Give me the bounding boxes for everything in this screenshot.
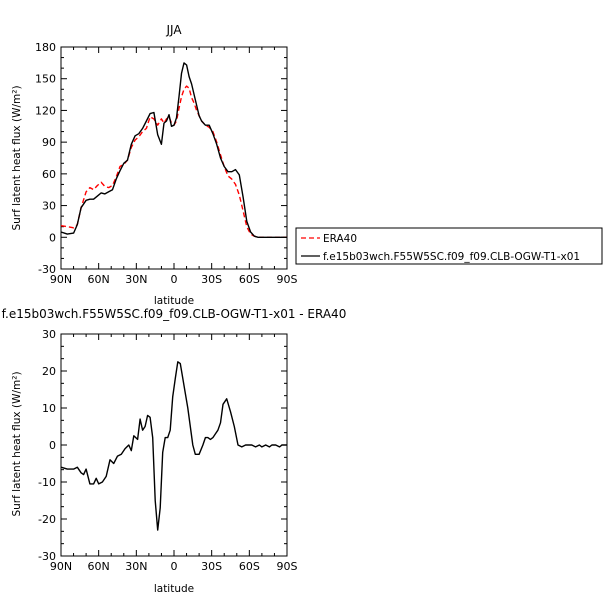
bottom-x-tick-label: 30N	[125, 560, 147, 573]
bottom-x-axis-label: latitude	[154, 583, 194, 595]
top-series-line-era40	[60, 85, 287, 239]
top-y-tick-label: 90	[42, 136, 56, 149]
top-x-tick-label: 30S	[201, 273, 222, 286]
bottom-x-tick-label: 60S	[239, 560, 260, 573]
bottom-panel: f.e15b03wch.F55W5SC.f09_f09.CLB-OGW-T1-x…	[2, 307, 347, 595]
top-x-tick-label: 0	[171, 273, 178, 286]
bottom-x-tick-label: 90N	[50, 560, 72, 573]
bottom-y-tick-label: 0	[49, 439, 56, 452]
top-axes: -30 0 30 60 90 120 150 180 90N 60N 30N 0 30S 60S 90S	[35, 41, 298, 286]
top-x-axis-label: latitude	[154, 295, 194, 307]
bottom-y-tick-label: -20	[38, 513, 56, 526]
bottom-x-tick-label: 30S	[201, 560, 222, 573]
top-y-axis-label: Surf latent heat flux (W/m²)	[11, 85, 23, 230]
legend-label-model: f.e15b03wch.F55W5SC.f09_f09.CLB-OGW-T1-x…	[323, 251, 580, 263]
top-y-tick-label: 150	[35, 73, 56, 86]
top-series-lines	[60, 62, 287, 239]
bottom-title: f.e15b03wch.F55W5SC.f09_f09.CLB-OGW-T1-x…	[2, 307, 347, 321]
top-y-tick-label: 60	[42, 168, 56, 181]
bottom-axes: -30 -20 -10 0 10 20 30 90N 60N 30N 0 30S 60S 90S	[38, 328, 297, 573]
top-x-tick-label: 90S	[277, 273, 298, 286]
bottom-y-tick-label: 20	[42, 365, 56, 378]
bottom-y-tick-label: 30	[42, 328, 56, 341]
bottom-y-tick-label: -10	[38, 476, 56, 489]
top-y-tick-label: 120	[35, 104, 56, 117]
bottom-x-tick-label: 60N	[88, 560, 110, 573]
top-x-tick-label: 30N	[125, 273, 147, 286]
top-y-tick-label: 0	[49, 231, 56, 244]
legend-box	[295, 227, 603, 265]
top-title: JJA	[165, 23, 182, 37]
bottom-series-lines	[60, 361, 287, 531]
bottom-y-tick-label: -30	[38, 550, 56, 563]
bottom-x-tick-label: 0	[171, 560, 178, 573]
top-x-tick-label: 90N	[50, 273, 72, 286]
top-y-tick-label: 180	[35, 41, 56, 54]
top-y-tick-label: 30	[42, 200, 56, 213]
bottom-y-axis-label: Surf latent heat flux (W/m²)	[11, 371, 23, 516]
top-panel: JJA -30 0 30 60 90 120 150 180 90N 60N 30N 0 30S 60S 9…	[11, 23, 603, 307]
top-y-tick-label: -30	[38, 263, 56, 276]
top-series-line-model	[60, 62, 287, 239]
bottom-series-line-difference	[60, 361, 287, 531]
top-x-tick-label: 60N	[88, 273, 110, 286]
legend-label-era40: ERA40	[323, 233, 357, 245]
top-x-tick-label: 60S	[239, 273, 260, 286]
bottom-x-tick-label: 90S	[277, 560, 298, 573]
legend: ERA40 f.e15b03wch.F55W5SC.f09_f09.CLB-OG…	[295, 227, 603, 265]
bottom-y-tick-label: 10	[42, 402, 56, 415]
